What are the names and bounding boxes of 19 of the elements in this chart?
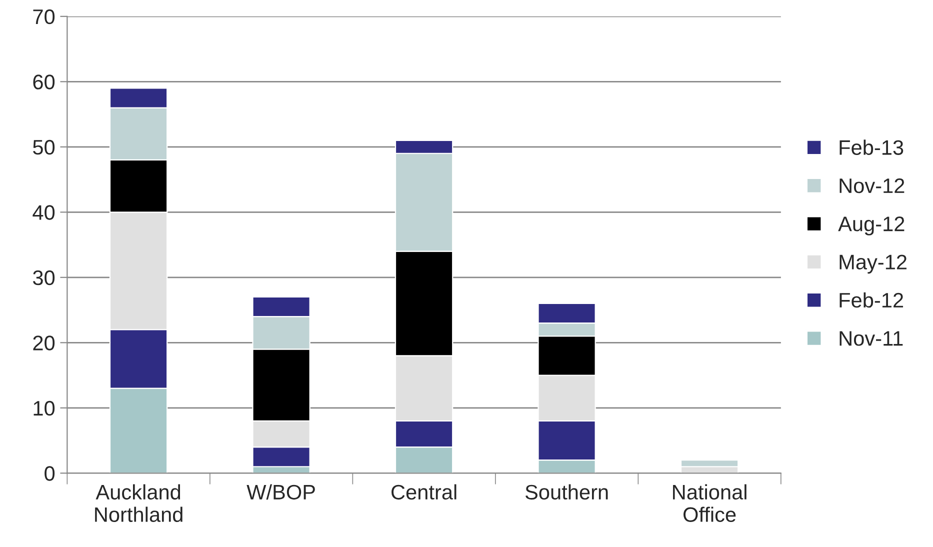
y-tick-label: 20 bbox=[33, 336, 55, 350]
x-tick-label: W/BOP bbox=[246, 484, 315, 500]
legend-label: Aug-12 bbox=[838, 216, 904, 236]
x-tick-label: Auckland Northland bbox=[95, 484, 182, 522]
y-tick-label: 0 bbox=[44, 466, 55, 481]
y-tick-label: 70 bbox=[33, 9, 55, 24]
x-tick-label: Central bbox=[392, 484, 456, 500]
legend-label: Nov-11 bbox=[840, 331, 903, 346]
y-tick-label: 60 bbox=[33, 74, 55, 90]
y-tick-label: 40 bbox=[32, 205, 55, 220]
y-tick-label: 50 bbox=[33, 140, 55, 155]
legend-label: May-12 bbox=[840, 254, 906, 274]
y-tick-label: 30 bbox=[32, 270, 55, 286]
y-tick-label: 10 bbox=[34, 400, 55, 416]
legend-label: Feb-12 bbox=[840, 292, 904, 308]
x-tick-label: Southern bbox=[525, 484, 608, 500]
legend-label: Feb-13 bbox=[840, 140, 904, 155]
x-tick-label: National Office bbox=[673, 484, 746, 522]
legend-label: Nov-12 bbox=[840, 178, 904, 194]
